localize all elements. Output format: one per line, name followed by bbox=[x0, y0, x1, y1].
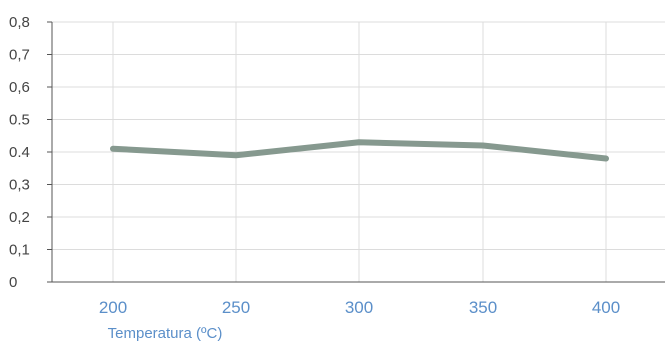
y-tick-label: 0,7 bbox=[9, 47, 30, 64]
series-line bbox=[110, 139, 609, 162]
y-tick-label: 0,2 bbox=[9, 209, 30, 226]
x-tick-label: 350 bbox=[469, 298, 497, 317]
x-tick-label: 250 bbox=[222, 298, 250, 317]
y-tick-label: 0.5 bbox=[9, 112, 30, 129]
gridlines bbox=[52, 21, 665, 282]
y-axis-ticks: 0 0,1 0,2 0,3 0.4 0.5 0,6 0,7 0,8 bbox=[9, 14, 30, 291]
x-tick-label: 200 bbox=[99, 298, 127, 317]
x-tick-label: 400 bbox=[592, 298, 620, 317]
series-group bbox=[110, 139, 609, 162]
x-axis-ticks: 200 250 300 350 400 bbox=[99, 298, 620, 317]
y-tick-label: 0.4 bbox=[9, 144, 30, 161]
y-tick-label: 0,3 bbox=[9, 177, 30, 194]
y-tick-label: 0 bbox=[9, 274, 17, 291]
axes bbox=[47, 21, 665, 283]
y-tick-label: 0,6 bbox=[9, 79, 30, 96]
x-axis-label: Temperatura (ºC) bbox=[108, 325, 223, 341]
x-tick-label: 300 bbox=[345, 298, 373, 317]
y-tick-label: 0,1 bbox=[9, 242, 30, 259]
y-tick-label: 0,8 bbox=[9, 14, 30, 31]
